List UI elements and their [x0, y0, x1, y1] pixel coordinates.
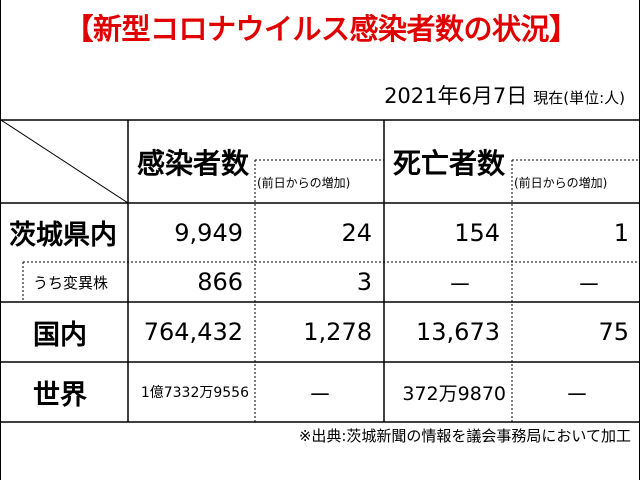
variant-cases: 866: [197, 268, 243, 296]
ibaraki-deaths: 154: [454, 218, 500, 247]
row-label-japan: 国内: [33, 319, 87, 351]
world-deaths: 372万9870: [402, 382, 506, 405]
ibaraki-cases: 9,949: [174, 218, 243, 247]
row-label-variant: うち変異株: [33, 273, 109, 292]
world-cases-change: －: [308, 380, 332, 409]
japan-cases: 764,432: [143, 318, 243, 346]
world-deaths-change: －: [565, 380, 589, 409]
variant-deaths: －: [448, 270, 472, 299]
report-date: 2021年6月7日: [384, 84, 528, 108]
ibaraki-deaths-change: 1: [613, 218, 629, 247]
unit-note: 現在(単位:人): [533, 89, 625, 107]
page-title: 【新型コロナウイルス感染者数の状況】: [64, 12, 578, 46]
source-note: ※出典:茨城新聞の情報を議会事務局において加工: [298, 427, 631, 445]
variant-cases-change: 3: [356, 268, 372, 296]
date-line: 2021年6月7日 現在(単位:人): [384, 80, 625, 110]
world-cases: 1億7332万9556: [140, 385, 249, 401]
header-cases-change: (前日からの増加): [257, 175, 351, 190]
japan-deaths: 13,673: [416, 318, 500, 346]
header-cases: 感染者数: [137, 147, 250, 180]
row-label-ibaraki: 茨城県内: [9, 220, 117, 251]
japan-cases-change: 1,278: [303, 318, 372, 346]
header-deaths-change: (前日からの増加): [514, 175, 608, 190]
header-deaths: 死亡者数: [393, 147, 506, 180]
ibaraki-cases-change: 24: [341, 218, 372, 247]
japan-deaths-change: 75: [598, 318, 629, 346]
row-label-world: 世界: [33, 379, 87, 411]
variant-deaths-change: －: [577, 270, 601, 299]
